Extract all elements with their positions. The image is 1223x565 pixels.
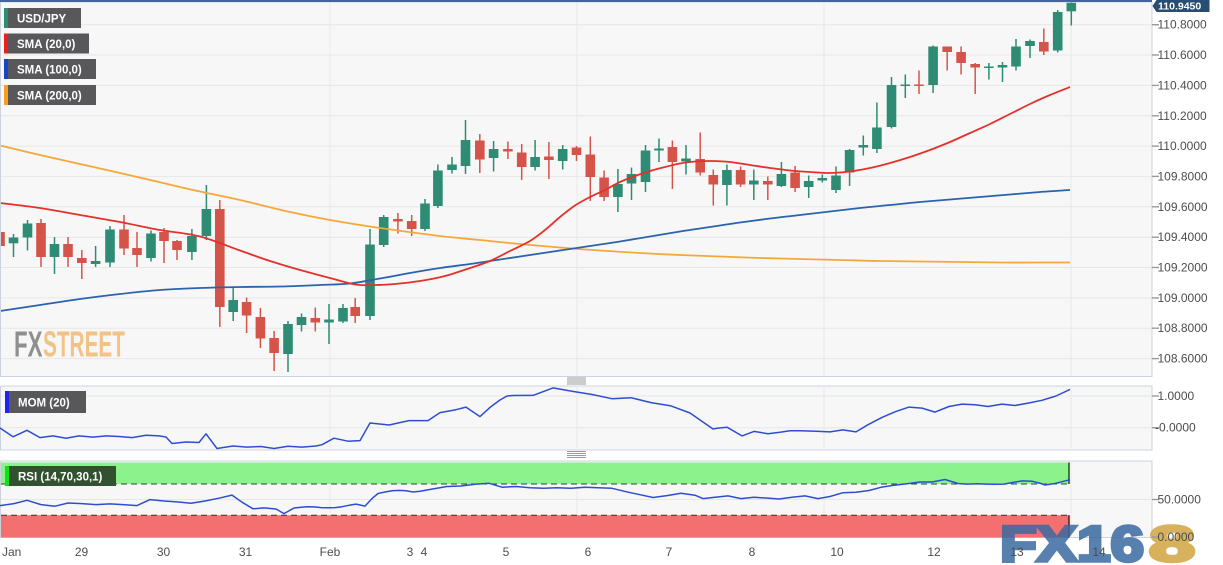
svg-text:29: 29 (75, 545, 89, 559)
svg-text:8: 8 (1149, 516, 1195, 565)
svg-text:4: 4 (421, 545, 428, 559)
svg-text:USD/JPY: USD/JPY (17, 14, 67, 26)
svg-text:STREET: STREET (43, 324, 125, 365)
svg-text:RSI (14,70,30,1): RSI (14,70,30,1) (18, 472, 103, 484)
svg-text:110.2000: 110.2000 (1158, 109, 1207, 123)
svg-text:8: 8 (749, 545, 756, 559)
svg-text:MOM (20): MOM (20) (18, 398, 70, 410)
svg-text:31: 31 (239, 545, 253, 559)
svg-text:50.0000: 50.0000 (1158, 493, 1202, 507)
svg-text:FX16: FX16 (1000, 516, 1144, 565)
svg-text:6: 6 (585, 545, 592, 559)
svg-text:5: 5 (503, 545, 510, 559)
svg-text:-0.0000: -0.0000 (1155, 421, 1196, 435)
svg-text:12: 12 (927, 545, 941, 559)
svg-text:109.6000: 109.6000 (1158, 200, 1208, 214)
svg-text:1.0000: 1.0000 (1158, 389, 1195, 403)
svg-text:109.0000: 109.0000 (1158, 291, 1208, 305)
svg-text:Feb: Feb (320, 545, 341, 559)
svg-text:SMA (200,0): SMA (200,0) (17, 91, 82, 103)
svg-text:108.8000: 108.8000 (1158, 321, 1208, 335)
svg-text:30: 30 (157, 545, 171, 559)
svg-text:110.8000: 110.8000 (1158, 18, 1207, 32)
svg-text:109.8000: 109.8000 (1158, 169, 1208, 183)
svg-text:110.4000: 110.4000 (1158, 78, 1207, 92)
svg-text:SMA (100,0): SMA (100,0) (17, 65, 82, 77)
svg-text:110.9450: 110.9450 (1158, 1, 1201, 13)
svg-text:13: 13 (1010, 545, 1024, 559)
svg-text:109.4000: 109.4000 (1158, 230, 1208, 244)
svg-text:FX: FX (14, 324, 43, 365)
svg-text:0.0000: 0.0000 (1158, 530, 1195, 544)
svg-text:Jan: Jan (2, 545, 21, 559)
svg-text:110.6000: 110.6000 (1158, 48, 1207, 62)
svg-text:108.6000: 108.6000 (1158, 352, 1208, 366)
svg-text:14: 14 (1092, 545, 1106, 559)
svg-text:SMA (20,0): SMA (20,0) (17, 39, 76, 51)
svg-text:7: 7 (666, 545, 673, 559)
svg-text:3: 3 (407, 545, 414, 559)
svg-text:10: 10 (830, 545, 844, 559)
svg-text:110.0000: 110.0000 (1158, 139, 1207, 153)
svg-text:109.2000: 109.2000 (1158, 261, 1208, 275)
